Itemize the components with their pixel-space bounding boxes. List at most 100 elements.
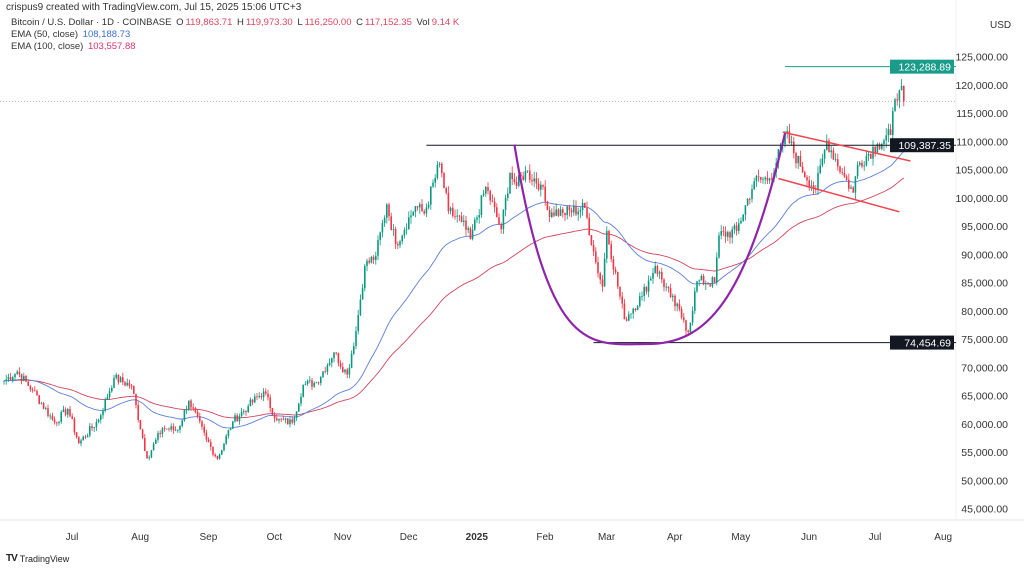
candle-body: [515, 181, 518, 186]
ema50-row[interactable]: EMA (50, close) 108,188.73: [11, 29, 461, 41]
candle-body: [3, 380, 5, 382]
candle: [122, 372, 124, 386]
candle: [306, 379, 309, 386]
candle-body: [293, 417, 296, 423]
ema100-value: 103,557.88: [87, 41, 136, 52]
candle-body: [513, 179, 516, 182]
candle-body: [568, 206, 571, 211]
candle-body: [630, 313, 632, 315]
candle: [5, 374, 7, 385]
candle: [381, 219, 384, 238]
candle-body: [150, 450, 153, 458]
candle-body: [210, 442, 212, 447]
candle-body: [350, 353, 353, 368]
candle-body: [207, 439, 210, 443]
candle-body: [562, 209, 564, 213]
candle: [786, 126, 788, 139]
candle-body: [161, 428, 164, 434]
candle: [284, 417, 287, 424]
y-tick-label: 100,000.00: [955, 193, 1008, 205]
candle-body: [359, 299, 362, 316]
candle: [130, 383, 133, 390]
candle: [236, 413, 238, 422]
candle-body: [328, 362, 331, 366]
y-tick-label: 125,000.00: [955, 52, 1008, 64]
candle-body: [58, 421, 60, 424]
candle: [361, 283, 364, 300]
candle-body: [7, 377, 10, 380]
candle: [293, 415, 296, 426]
candle: [542, 184, 544, 190]
candle-body: [713, 277, 716, 283]
candle: [18, 367, 21, 378]
candle: [137, 401, 139, 423]
candle: [141, 428, 144, 440]
candle-body: [177, 429, 179, 431]
candle-body: [265, 391, 267, 394]
candle-body: [830, 150, 832, 153]
candle: [247, 403, 249, 414]
candles: [3, 79, 905, 461]
candle-body: [753, 181, 755, 190]
candle: [71, 413, 73, 420]
candle-body: [548, 210, 551, 217]
candle-body: [687, 330, 689, 333]
candle-body: [315, 382, 318, 384]
candle-body: [597, 262, 599, 274]
candle: [397, 241, 399, 250]
candle-body: [537, 183, 540, 190]
candle-body: [111, 387, 113, 392]
candle: [223, 442, 225, 452]
candle-body: [832, 150, 835, 160]
candle-body: [584, 202, 586, 208]
candle-body: [258, 395, 260, 397]
candle: [513, 173, 516, 185]
candle-body: [727, 232, 729, 237]
symbol-label[interactable]: Bitcoin / U.S. Dollar · 1D · COINBASE: [11, 17, 172, 28]
candle: [841, 167, 843, 176]
candle: [634, 308, 637, 312]
candle-body: [225, 435, 227, 444]
candle-body: [372, 256, 375, 260]
candle: [183, 409, 186, 422]
candle: [837, 153, 839, 171]
candle: [856, 161, 859, 179]
candle-body: [353, 346, 355, 354]
candle-body: [498, 217, 500, 225]
candle: [177, 429, 179, 433]
candle: [119, 376, 122, 383]
candle: [467, 225, 469, 234]
candle-body: [797, 155, 799, 164]
candle: [876, 142, 879, 153]
candle-body: [276, 418, 278, 421]
candle-body: [586, 207, 588, 218]
candle: [159, 430, 161, 438]
candle-body: [36, 390, 38, 396]
candle: [27, 380, 29, 387]
candle: [667, 286, 670, 293]
candle-body: [106, 397, 109, 400]
resistance-level-badge: [890, 138, 954, 153]
candle-body: [102, 410, 104, 416]
x-tick-label: Jul: [66, 532, 79, 543]
candle: [372, 255, 375, 264]
candle: [421, 199, 423, 212]
candle-body: [881, 144, 883, 149]
ema100-row[interactable]: EMA (100, close) 103,557.88: [11, 41, 461, 53]
candle-body: [122, 377, 124, 383]
candle-body: [634, 308, 637, 311]
currency-label: USD: [990, 20, 1012, 31]
candle-body: [311, 380, 313, 387]
candle-body: [837, 159, 839, 167]
candle: [764, 176, 766, 185]
candle-body: [333, 352, 335, 359]
candle: [889, 123, 892, 136]
candle: [676, 302, 678, 312]
y-tick-label: 75,000.00: [961, 334, 1008, 346]
candle: [474, 217, 476, 231]
candle: [610, 240, 612, 263]
candle: [60, 410, 62, 424]
candle: [678, 299, 681, 312]
candle: [232, 420, 234, 430]
